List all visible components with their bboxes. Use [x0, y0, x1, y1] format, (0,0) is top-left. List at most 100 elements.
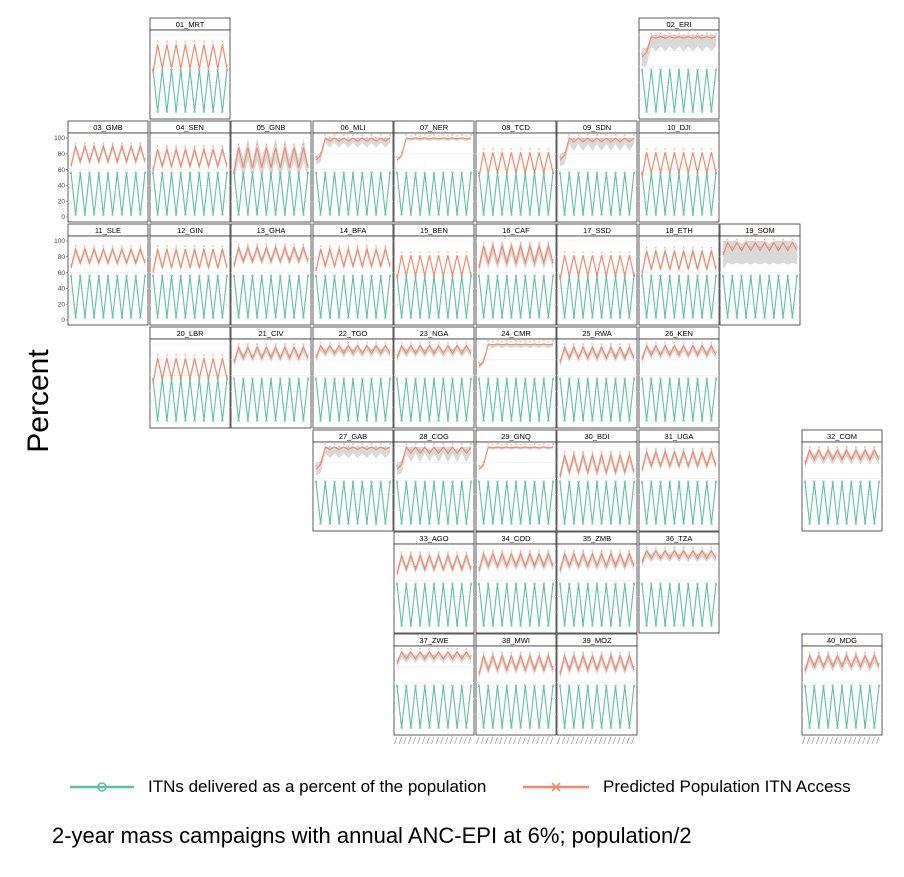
point-delivered: [319, 522, 322, 525]
point-access: [451, 349, 454, 352]
point-delivered: [170, 68, 173, 71]
point-access: [822, 662, 825, 665]
access-uncertainty-band: [153, 245, 227, 276]
point-access: [347, 341, 350, 344]
point-access: [198, 374, 201, 377]
point-access: [664, 246, 667, 249]
point-delivered: [446, 522, 450, 525]
point-delivered: [595, 171, 599, 174]
point-delivered: [577, 582, 580, 585]
series-line-delivered: [559, 378, 635, 421]
series-line-delivered: [315, 378, 391, 421]
panel-title: 05_GNB: [257, 123, 286, 132]
point-delivered: [640, 582, 644, 585]
point-delivered: [496, 582, 499, 585]
point-access: [735, 238, 738, 241]
point-access: [414, 271, 417, 274]
point-access: [324, 262, 327, 265]
panel-title: 08_TCD: [502, 123, 531, 132]
point-access: [395, 276, 399, 279]
point-access: [388, 349, 392, 352]
point-delivered: [451, 171, 454, 174]
point-access: [682, 246, 685, 249]
point-access: [409, 251, 412, 254]
point-delivered: [496, 480, 499, 483]
point-delivered: [451, 582, 454, 585]
point-access: [347, 445, 350, 448]
point-access: [179, 64, 182, 67]
point-access: [432, 271, 436, 274]
point-delivered: [460, 684, 463, 687]
point-delivered: [88, 274, 91, 277]
point-access: [696, 350, 699, 354]
point-access: [188, 64, 192, 67]
series-line-access: [478, 152, 554, 178]
point-delivered: [691, 522, 695, 525]
facet-panel-18_eth: 18_ETH: [638, 223, 720, 326]
point-delivered: [151, 274, 155, 277]
point-delivered: [505, 684, 508, 687]
point-access: [496, 442, 499, 446]
x-tick-mark: [571, 736, 575, 745]
point-access: [456, 449, 459, 452]
point-delivered: [663, 213, 667, 216]
point-access: [845, 446, 848, 449]
point-delivered: [663, 419, 667, 422]
point-delivered: [414, 377, 417, 380]
point-access: [328, 244, 331, 247]
point-delivered: [687, 377, 690, 380]
point-access: [519, 340, 522, 343]
point-access: [414, 654, 417, 657]
point-delivered: [868, 684, 871, 687]
point-delivered: [659, 377, 662, 380]
x-tick-mark: [421, 736, 426, 745]
point-delivered: [600, 419, 603, 422]
point-delivered: [605, 684, 608, 687]
point-access: [338, 341, 341, 344]
point-delivered: [211, 110, 215, 113]
point-delivered: [198, 68, 201, 71]
point-access: [207, 263, 210, 266]
point-delivered: [356, 419, 359, 422]
facet-panel-37_zwe: 37_ZWE: [393, 633, 475, 745]
point-delivered: [491, 316, 495, 319]
point-delivered: [384, 213, 387, 216]
point-delivered: [558, 171, 562, 174]
point-delivered: [659, 68, 662, 71]
point-delivered: [632, 171, 636, 174]
point-access: [614, 354, 617, 357]
point-access: [619, 343, 622, 346]
point-access: [314, 156, 318, 159]
x-tick-mark: [561, 736, 565, 745]
panel-title: 30_BDI: [584, 432, 609, 441]
point-access: [505, 665, 508, 669]
point-delivered: [691, 110, 695, 113]
point-access: [379, 262, 382, 265]
point-access: [645, 148, 648, 151]
point-access: [572, 450, 575, 453]
point-access: [460, 654, 463, 657]
point-delivered: [469, 377, 473, 380]
point-delivered: [609, 624, 613, 627]
point-access: [414, 349, 417, 352]
point-delivered: [650, 68, 653, 71]
point-access: [542, 339, 545, 343]
point-access: [701, 246, 704, 249]
point-delivered: [572, 316, 576, 319]
point-access: [256, 343, 259, 346]
point-access: [840, 662, 844, 665]
point-access: [482, 651, 485, 654]
point-delivered: [632, 377, 636, 380]
facet-panel-16_caf: 16_CAF: [475, 223, 557, 326]
point-access: [547, 443, 550, 446]
point-delivered: [687, 480, 690, 483]
x-tick-mark: [527, 736, 531, 745]
point-delivered: [845, 522, 848, 525]
facet-panel-33_ago: 33_AGO: [393, 531, 475, 634]
x-tick-mark: [802, 736, 806, 745]
point-delivered: [542, 582, 545, 585]
point-access: [361, 133, 364, 137]
point-access: [487, 442, 490, 446]
point-access: [246, 243, 249, 246]
point-delivered: [279, 274, 282, 277]
